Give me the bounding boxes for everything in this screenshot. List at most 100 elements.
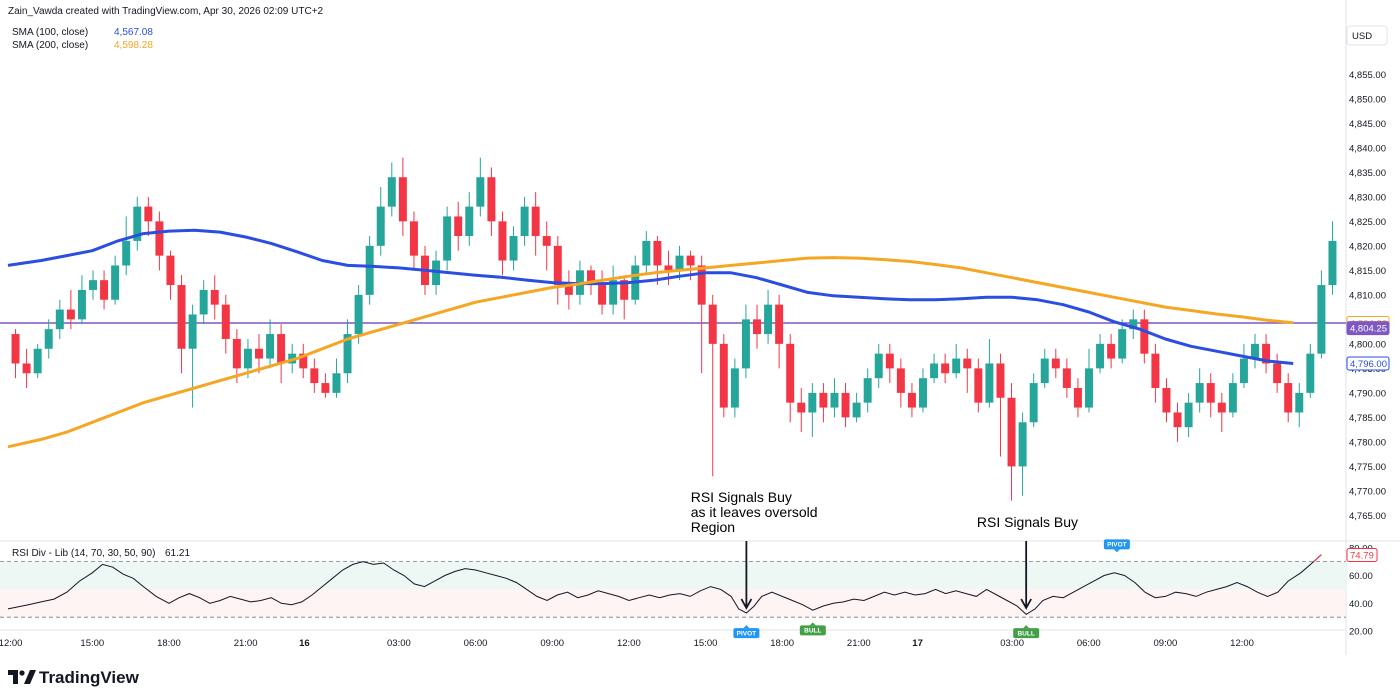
candle[interactable] (266, 319, 275, 369)
candle[interactable] (1195, 368, 1204, 413)
candle[interactable] (642, 231, 651, 276)
candle[interactable] (885, 343, 894, 384)
candle[interactable] (874, 343, 883, 388)
candle[interactable] (443, 206, 452, 271)
candle[interactable] (376, 187, 385, 256)
candle[interactable] (1184, 392, 1193, 437)
candle[interactable] (764, 289, 773, 344)
last-price-tag[interactable]: 4,804.25 (1346, 321, 1390, 336)
candle[interactable] (1173, 402, 1182, 442)
candle[interactable] (1239, 343, 1248, 388)
candle[interactable] (454, 201, 463, 251)
rsi-pane[interactable]: PIVOT BULL BULL PIVOT (7, 539, 1322, 639)
bull-label-2[interactable]: BULL (1013, 625, 1040, 639)
candle[interactable] (609, 265, 618, 315)
candle[interactable] (487, 167, 496, 237)
candle[interactable] (841, 383, 850, 428)
candle[interactable] (1018, 412, 1027, 496)
candle[interactable] (465, 191, 474, 246)
candle[interactable] (188, 304, 197, 408)
candle[interactable] (587, 265, 595, 295)
sma100-legend-label[interactable]: SMA (100, close) (12, 27, 88, 38)
candle[interactable] (210, 275, 219, 320)
candle[interactable] (1107, 334, 1116, 369)
candle[interactable] (1007, 383, 1016, 501)
candle[interactable] (919, 368, 927, 413)
candle[interactable] (122, 216, 131, 276)
candle[interactable] (111, 255, 120, 305)
sma100-tag[interactable]: 4,796.00 (1346, 356, 1390, 371)
candle[interactable] (11, 329, 20, 379)
candle[interactable] (509, 226, 518, 271)
candle[interactable] (1262, 334, 1271, 374)
candle[interactable] (155, 211, 164, 271)
pivot-label-1[interactable]: PIVOT (733, 625, 760, 639)
candle[interactable] (255, 334, 263, 374)
candle[interactable] (1295, 383, 1304, 428)
candle[interactable] (741, 304, 750, 379)
rsi-legend-label[interactable]: RSI Div - Lib (14, 70, 30, 50, 90) (12, 548, 155, 559)
candle[interactable] (166, 250, 175, 300)
rsi-current-tag[interactable]: 74.79 (1346, 548, 1378, 563)
candle[interactable] (1206, 373, 1215, 418)
candle[interactable] (44, 319, 53, 359)
candle[interactable] (1251, 334, 1259, 369)
candle[interactable] (343, 319, 352, 384)
candle[interactable] (1273, 353, 1282, 393)
candle[interactable] (753, 304, 761, 349)
candle[interactable] (819, 383, 828, 423)
candle[interactable] (221, 294, 230, 354)
candle[interactable] (653, 236, 662, 286)
candle[interactable] (100, 270, 109, 310)
candle[interactable] (520, 196, 529, 246)
candle[interactable] (1129, 309, 1138, 339)
sma200-legend-label[interactable]: SMA (200, close) (12, 40, 88, 51)
candle[interactable] (177, 275, 186, 374)
candle[interactable] (985, 338, 994, 408)
candle[interactable] (1096, 334, 1105, 374)
candle[interactable] (963, 348, 972, 393)
candle[interactable] (697, 255, 706, 374)
candle[interactable] (542, 221, 551, 271)
candle[interactable] (531, 191, 540, 256)
candle[interactable] (553, 236, 562, 305)
candle[interactable] (1073, 378, 1082, 418)
candle[interactable] (310, 358, 319, 393)
candle[interactable] (22, 348, 31, 388)
candle[interactable] (1062, 358, 1071, 398)
candle[interactable] (1029, 373, 1038, 428)
candle[interactable] (33, 343, 42, 379)
candle[interactable] (564, 270, 573, 310)
candle[interactable] (133, 196, 142, 251)
pivot-label-2[interactable]: PIVOT (1103, 539, 1130, 553)
candle[interactable] (476, 157, 485, 217)
candle[interactable] (941, 353, 950, 384)
candle[interactable] (321, 373, 330, 398)
candle[interactable] (786, 334, 795, 423)
candle[interactable] (1040, 348, 1049, 388)
candle[interactable] (277, 324, 286, 384)
candle[interactable] (144, 196, 153, 237)
candle[interactable] (66, 289, 75, 330)
price-axis[interactable]: 4,855.00 4,850.00 4,845.00 4,840.00 4,835.00… (1346, 70, 1390, 522)
candle[interactable] (365, 236, 374, 305)
candle[interactable] (1284, 373, 1293, 423)
candle[interactable] (1051, 348, 1060, 379)
candle[interactable] (1306, 343, 1315, 398)
candle[interactable] (409, 211, 418, 271)
candle[interactable] (77, 275, 86, 325)
candle[interactable] (797, 387, 806, 433)
candle[interactable] (730, 358, 739, 418)
candle[interactable] (55, 299, 64, 339)
candle[interactable] (1085, 348, 1093, 413)
candle[interactable] (354, 285, 363, 344)
candle[interactable] (930, 353, 939, 384)
bull-label-1[interactable]: BULL (799, 622, 826, 636)
sma200-line[interactable] (7, 256, 1294, 449)
candle[interactable] (299, 343, 308, 379)
candle[interactable] (808, 383, 817, 437)
candle[interactable] (664, 250, 673, 286)
candle[interactable] (232, 329, 241, 384)
candle[interactable] (974, 358, 983, 413)
